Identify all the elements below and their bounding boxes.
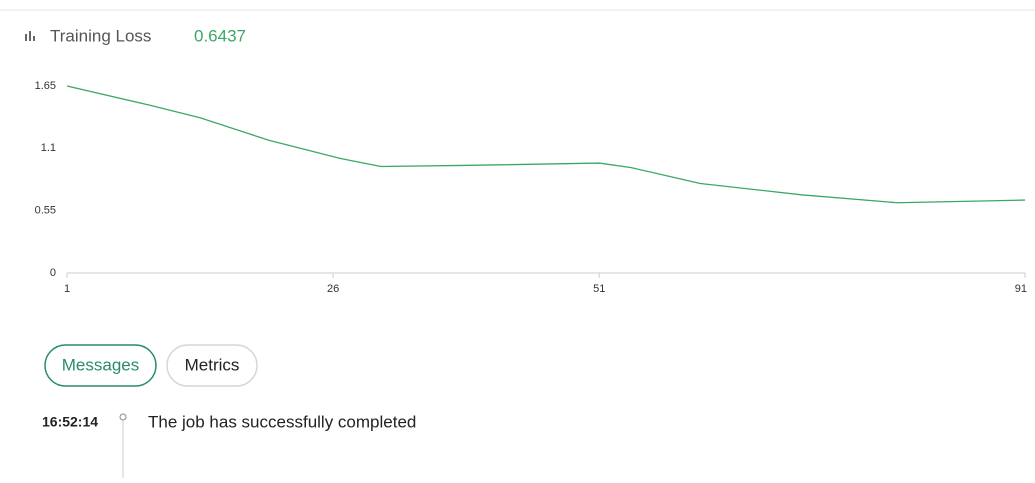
- message-time: 16:52:14: [42, 414, 98, 430]
- x-tick-label: 91: [1015, 283, 1027, 295]
- tab[interactable]: Metrics: [166, 344, 258, 387]
- loss-line: [66, 85, 1026, 204]
- tab-label[interactable]: Metrics: [185, 355, 240, 374]
- y-tick-label: 1.1: [41, 142, 56, 154]
- y-tick-label: 1.65: [35, 80, 56, 92]
- tab[interactable]: Messages: [44, 344, 157, 387]
- message-text: The job has successfully completed: [148, 412, 416, 431]
- x-tick-label: 1: [64, 283, 70, 295]
- tab-label[interactable]: Messages: [62, 355, 139, 374]
- x-tick-label: 51: [593, 283, 605, 295]
- timeline-dot: [119, 413, 127, 421]
- chart-icon: [25, 31, 35, 41]
- x-tick-label: 26: [327, 283, 339, 295]
- metric-title: Training Loss: [50, 26, 151, 45]
- y-tick-label: 0.55: [35, 205, 56, 217]
- y-tick-label: 0: [50, 267, 56, 279]
- metric-value: 0.6437: [194, 26, 246, 45]
